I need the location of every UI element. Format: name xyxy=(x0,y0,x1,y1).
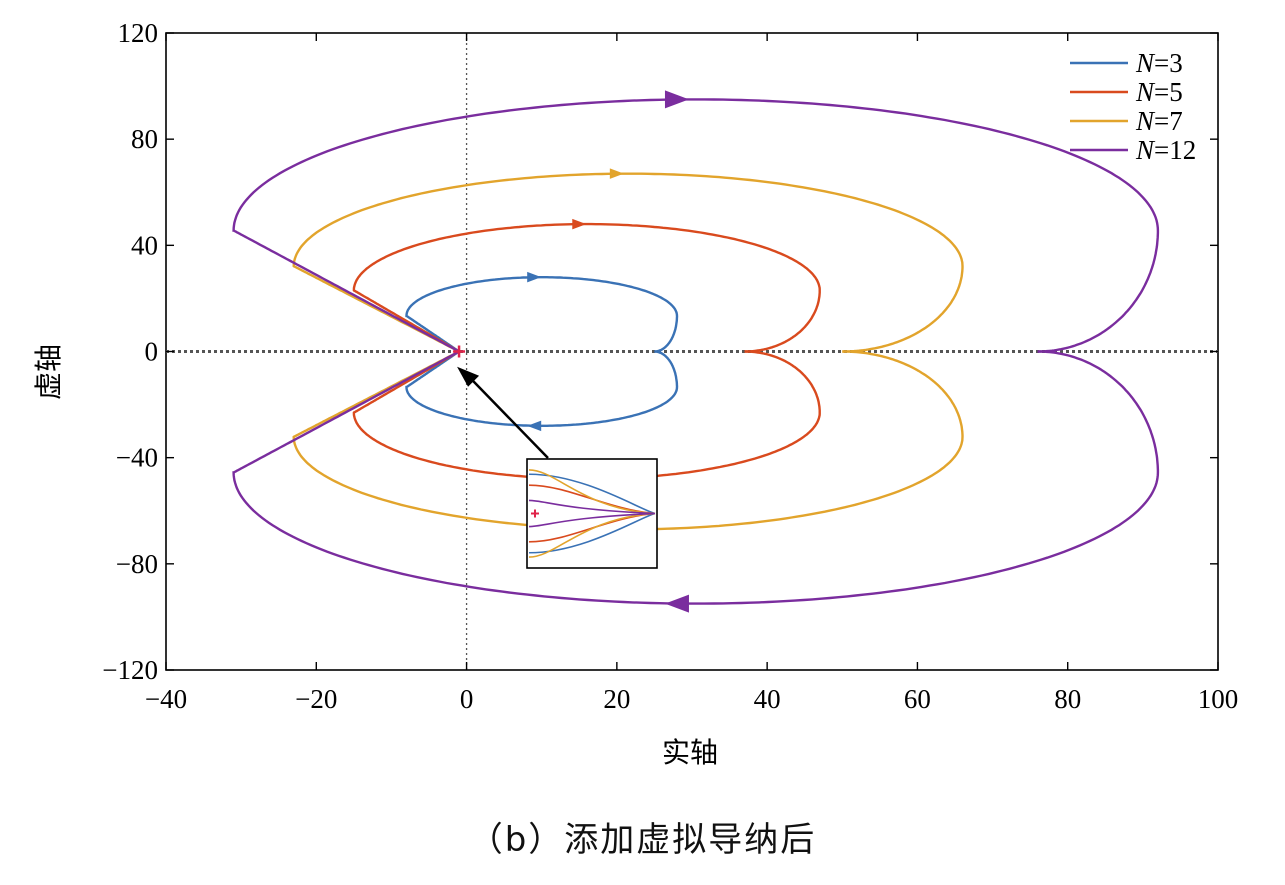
series-curve-top xyxy=(292,172,964,353)
y-tick-label: 40 xyxy=(131,230,158,260)
direction-arrow-top xyxy=(664,90,689,109)
inset-origin-marker xyxy=(531,509,539,518)
inset-box xyxy=(526,458,658,569)
direction-arrow-top xyxy=(527,271,542,283)
series-curve-bottom xyxy=(232,350,1160,605)
x-tick-label: 60 xyxy=(904,684,931,714)
x-tick-label: 40 xyxy=(754,684,781,714)
y-tick-label: −80 xyxy=(116,549,158,579)
inset-curves xyxy=(528,469,656,558)
y-axis-label: 虚轴 xyxy=(32,344,65,400)
series-curve-bottom xyxy=(405,350,679,427)
direction-arrow-bottom xyxy=(527,420,542,432)
y-tick-label: 80 xyxy=(131,124,158,154)
inset-pointer-line xyxy=(466,373,549,459)
origin-marker xyxy=(453,345,466,358)
axis-labels: 实轴 虚轴 xyxy=(32,344,718,769)
y-tick-label: −120 xyxy=(102,655,158,685)
direction-arrow-top xyxy=(572,218,587,230)
legend-label: N=7 xyxy=(1135,106,1183,136)
y-tick-label: −40 xyxy=(116,443,158,473)
y-tick-label: 120 xyxy=(118,18,159,48)
y-tick-label: 0 xyxy=(145,337,159,367)
x-tick-label: −40 xyxy=(145,684,187,714)
x-tick-label: 80 xyxy=(1054,684,1081,714)
legend: N=3N=5N=7N=12 xyxy=(1070,48,1196,165)
series-curve-top xyxy=(405,276,679,353)
figure-caption: （b）添加虚拟导纳后 xyxy=(468,820,817,860)
x-axis-label: 实轴 xyxy=(662,736,718,769)
legend-label: N=3 xyxy=(1135,48,1183,78)
direction-arrow-bottom xyxy=(664,594,689,613)
direction-arrow-top xyxy=(609,168,624,179)
inset-series-curve xyxy=(528,469,656,558)
legend-label: N=12 xyxy=(1135,135,1196,165)
plot-area: −40 −20 0 20 40 60 80 100−120−80−4004080120N=3N… xyxy=(102,18,1238,714)
inset-pointer-head xyxy=(457,366,480,387)
x-tick-label: 20 xyxy=(603,684,630,714)
x-tick-label: −20 xyxy=(295,684,337,714)
series-curve-top xyxy=(232,98,1160,353)
series-curve-top xyxy=(352,222,821,353)
x-tick-label: 0 xyxy=(460,684,474,714)
legend-label: N=5 xyxy=(1135,77,1183,107)
x-tick-label: 100 xyxy=(1198,684,1239,714)
inset-series-curve xyxy=(528,499,656,528)
